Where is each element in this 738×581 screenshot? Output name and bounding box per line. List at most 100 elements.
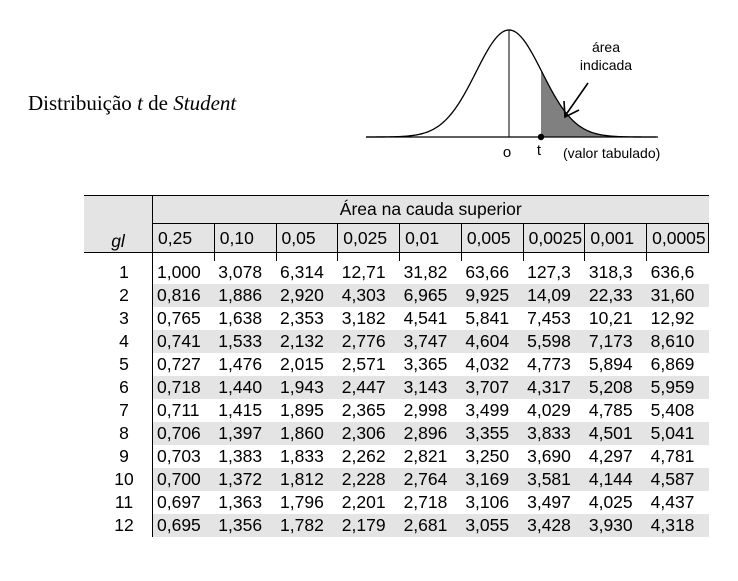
spacer-cell xyxy=(522,252,585,261)
value-cell: 4,297 xyxy=(588,446,633,466)
value-cell: 3,497 xyxy=(527,492,571,512)
value-cell: 1,363 xyxy=(218,492,263,512)
value-cell: 1,372 xyxy=(214,468,277,491)
table-row: 12 0,695 1,356 1,782 2,179 2,681 3,055 3,428 3,9… xyxy=(84,514,709,537)
value-cell: 2,201 xyxy=(341,492,386,512)
value-cell: 0,816 xyxy=(152,284,215,307)
area-header: Área na cauda superior xyxy=(152,195,709,224)
value-cell: 1,638 xyxy=(218,308,263,328)
gl-cell: 12 xyxy=(84,514,153,537)
value-cell: 2,365 xyxy=(341,400,386,420)
value-cell: 12,71 xyxy=(341,262,386,282)
arrow-head xyxy=(563,100,580,119)
value-cell: 4,437 xyxy=(650,492,695,512)
value-cell: 0,697 xyxy=(157,492,201,512)
value-cell: 5,598 xyxy=(523,330,585,353)
value-cell: 0,700 xyxy=(152,468,215,491)
value-cell: 4,025 xyxy=(588,492,633,512)
value-cell: 2,571 xyxy=(341,354,386,374)
value-cell: 4,032 xyxy=(465,354,510,374)
table-spacer-row xyxy=(84,252,709,262)
value-cell: 22,33 xyxy=(584,284,647,307)
value-cell: 1,943 xyxy=(276,376,338,399)
table-row: 6 0,718 1,440 1,943 2,447 3,143 3,707 4,317 5,20… xyxy=(84,376,709,399)
value-cell: 1,440 xyxy=(214,376,277,399)
t-point-marker xyxy=(537,133,545,141)
value-cell: 2,896 xyxy=(399,422,462,445)
spacer-cell xyxy=(584,252,647,261)
table-row: 1 1,000 3,078 6,314 12,71 31,82 63,66 127,3 318,… xyxy=(84,261,709,284)
value-cell: 1,782 xyxy=(276,514,338,537)
upper-tail-shaded-area xyxy=(541,70,656,137)
column-header: 0,0025 xyxy=(522,223,586,253)
spacer-cell xyxy=(337,252,400,261)
column-header: 0,025 xyxy=(337,223,401,253)
value-cell: 4,029 xyxy=(527,400,571,420)
column-header: 0,005 xyxy=(460,223,524,253)
value-cell: 4,604 xyxy=(461,330,524,353)
t-distribution-figure: área indicada o t (valor tabulado) xyxy=(366,29,660,161)
gl-cell: 6 xyxy=(84,376,153,399)
value-cell: 3,690 xyxy=(527,446,571,466)
value-cell: 0,741 xyxy=(152,330,215,353)
value-cell: 4,785 xyxy=(588,400,633,420)
table-row: 11 0,697 1,363 1,796 2,201 2,718 3,106 3,497 4,0… xyxy=(84,491,709,514)
table-row: 4 0,741 1,533 2,132 2,776 3,747 4,604 5,598 7,17… xyxy=(84,330,709,353)
arrow-shaft xyxy=(564,82,589,117)
gl-cell: 4 xyxy=(84,330,153,353)
gl-header: gl xyxy=(84,195,153,253)
gl-cell: 7 xyxy=(84,399,153,422)
column-header: 0,001 xyxy=(584,223,648,253)
value-cell: 1,833 xyxy=(280,446,324,466)
value-cell: 6,314 xyxy=(280,262,324,282)
table-row: 9 0,703 1,383 1,833 2,262 2,821 3,250 3,690 4,29… xyxy=(84,445,709,468)
column-header: 0,01 xyxy=(399,223,462,253)
value-cell: 2,262 xyxy=(341,446,386,466)
gl-cell: 3 xyxy=(84,307,153,330)
value-cell: 3,499 xyxy=(465,400,510,420)
value-cell: 4,587 xyxy=(646,468,709,491)
value-cell: 3,581 xyxy=(523,468,585,491)
value-cell: 318,3 xyxy=(588,262,633,282)
t-label: t xyxy=(537,142,542,159)
value-cell: 0,711 xyxy=(157,400,200,420)
value-cell: 2,132 xyxy=(276,330,338,353)
value-cell: 1,860 xyxy=(276,422,338,445)
value-cell: 3,355 xyxy=(461,422,524,445)
value-cell: 1,476 xyxy=(218,354,263,374)
table-row: 8 0,706 1,397 1,860 2,306 2,896 3,355 3,833 4,50… xyxy=(84,422,709,445)
value-cell: 636,6 xyxy=(650,262,695,282)
value-cell: 2,718 xyxy=(403,492,448,512)
column-header: 0,25 xyxy=(152,223,215,253)
spacer-cell xyxy=(84,253,153,262)
spacer-cell xyxy=(646,252,709,261)
table-header-row-area: gl Área na cauda superior xyxy=(84,195,709,253)
value-cell: 2,681 xyxy=(399,514,462,537)
value-cell: 0,695 xyxy=(152,514,215,537)
value-cell: 6,965 xyxy=(399,284,462,307)
value-cell: 0,706 xyxy=(152,422,215,445)
value-cell: 3,250 xyxy=(465,446,510,466)
value-cell: 3,055 xyxy=(461,514,524,537)
value-cell: 4,781 xyxy=(650,446,695,466)
gl-cell: 5 xyxy=(84,353,153,376)
value-cell: 12,92 xyxy=(650,308,695,328)
page-title: Distribuição t de Student xyxy=(28,91,236,116)
value-cell: 0,765 xyxy=(157,308,201,328)
value-cell: 3,833 xyxy=(523,422,585,445)
value-cell: 3,707 xyxy=(461,376,524,399)
spacer-cell xyxy=(460,252,524,261)
value-cell: 127,3 xyxy=(527,262,571,282)
value-cell: 3,143 xyxy=(399,376,462,399)
column-header: 0,0005 xyxy=(646,223,709,253)
value-cell: 4,317 xyxy=(523,376,585,399)
table-body: 1 1,000 3,078 6,314 12,71 31,82 63,66 127,3 318,… xyxy=(84,252,709,537)
value-cell: 63,66 xyxy=(465,262,510,282)
value-cell: 1,886 xyxy=(214,284,277,307)
value-cell: 3,169 xyxy=(461,468,524,491)
gl-cell: 11 xyxy=(84,491,153,514)
value-cell: 1,796 xyxy=(280,492,324,512)
title-t-symbol: t xyxy=(137,91,143,115)
value-cell: 6,869 xyxy=(650,354,695,374)
value-cell: 3,078 xyxy=(218,262,263,282)
